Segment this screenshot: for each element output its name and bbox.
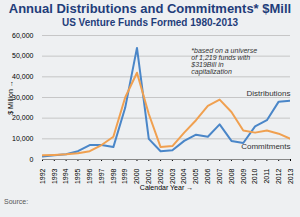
svg-text:2003: 2003 [169,168,176,184]
svg-text:1998: 1998 [110,168,117,184]
svg-text:2013: 2013 [287,168,294,184]
svg-text:10,000: 10,000 [12,135,34,142]
svg-text:Distributions: Distributions [246,89,290,98]
svg-text:0: 0 [30,156,34,163]
svg-text:2006: 2006 [204,168,211,184]
svg-text:2004: 2004 [180,168,187,184]
svg-text:2009: 2009 [240,168,247,184]
svg-text:2011: 2011 [263,168,270,183]
svg-text:1992: 1992 [39,168,46,184]
svg-text:40,000: 40,000 [12,73,34,80]
svg-text:2001: 2001 [145,168,152,184]
svg-text:1997: 1997 [98,168,105,184]
svg-text:$ Million →: $ Million → [7,80,14,115]
svg-text:Calendar Year →: Calendar Year → [140,184,193,191]
svg-text:Commitments: Commitments [241,142,290,151]
svg-text:2012: 2012 [275,168,282,184]
svg-text:1995: 1995 [74,168,81,184]
html-text:US Venture Funds Formed 1980-2: US Venture Funds Formed 1980-2013 [61,17,239,28]
svg-text:1994: 1994 [62,168,69,184]
svg-text:20,000: 20,000 [12,114,34,121]
svg-text:1999: 1999 [121,168,128,184]
svg-text:2002: 2002 [157,168,164,184]
svg-text:30,000: 30,000 [12,94,34,101]
svg-text:60,000: 60,000 [12,32,34,39]
svg-text:*based on a universeof 1,219 f: *based on a universeof 1,219 funds with$… [190,47,257,76]
svg-text:2007: 2007 [216,168,223,184]
svg-text:50,000: 50,000 [12,52,34,59]
svg-text:2010: 2010 [251,168,258,184]
svg-text:1993: 1993 [51,168,58,184]
svg-text:2005: 2005 [192,168,199,184]
svg-text:1996: 1996 [86,168,93,184]
svg-text:2008: 2008 [228,168,235,184]
svg-text:2000: 2000 [133,168,140,184]
html-text:Source:: Source: [4,198,29,205]
html-text:Annual Distributions and Commi: Annual Distributions and Commitments* $M… [8,1,292,16]
